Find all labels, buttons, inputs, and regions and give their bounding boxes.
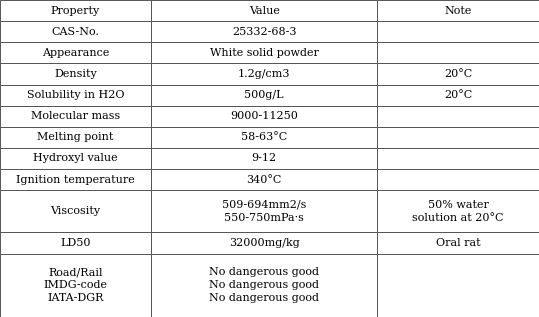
Text: CAS-No.: CAS-No. (52, 27, 99, 37)
Bar (151, 148, 377, 169)
Text: Melting point: Melting point (37, 133, 114, 142)
Bar (0, 148, 151, 169)
Bar (377, 21, 539, 42)
Bar (0, 85, 151, 106)
Text: Ignition temperature: Ignition temperature (16, 175, 135, 184)
Bar (151, 169, 377, 190)
Text: Molecular mass: Molecular mass (31, 111, 120, 121)
Bar (0, 190, 151, 232)
Text: No dangerous good
No dangerous good
No dangerous good: No dangerous good No dangerous good No d… (209, 267, 319, 303)
Text: 500g/L: 500g/L (244, 90, 284, 100)
Bar (0, 106, 151, 127)
Text: Property: Property (51, 6, 100, 16)
Text: 25332-68-3: 25332-68-3 (232, 27, 296, 37)
Text: Value: Value (248, 6, 280, 16)
Bar (377, 106, 539, 127)
Bar (151, 254, 377, 317)
Bar (377, 63, 539, 85)
Bar (0, 127, 151, 148)
Bar (377, 169, 539, 190)
Bar (0, 21, 151, 42)
Text: 20°C: 20°C (444, 90, 472, 100)
Bar (151, 127, 377, 148)
Bar (377, 85, 539, 106)
Text: Density: Density (54, 69, 97, 79)
Text: Viscosity: Viscosity (51, 206, 100, 216)
Bar (377, 42, 539, 63)
Bar (0, 42, 151, 63)
Bar (0, 254, 151, 317)
Bar (151, 85, 377, 106)
Text: 509-694mm2/s
550-750mPa·s: 509-694mm2/s 550-750mPa·s (222, 200, 306, 223)
Bar (151, 63, 377, 85)
Text: LD50: LD50 (60, 238, 91, 248)
Text: White solid powder: White solid powder (210, 48, 319, 58)
Text: 50% water
solution at 20°C: 50% water solution at 20°C (412, 200, 504, 223)
Bar (151, 106, 377, 127)
Bar (377, 232, 539, 254)
Bar (151, 190, 377, 232)
Bar (0, 169, 151, 190)
Bar (151, 21, 377, 42)
Bar (0, 0, 151, 21)
Bar (377, 127, 539, 148)
Text: Road/Rail
IMDG-code
IATA-DGR: Road/Rail IMDG-code IATA-DGR (44, 267, 107, 303)
Bar (0, 232, 151, 254)
Bar (151, 0, 377, 21)
Bar (0, 63, 151, 85)
Text: 58-63°C: 58-63°C (241, 133, 287, 142)
Text: 20°C: 20°C (444, 69, 472, 79)
Bar (151, 42, 377, 63)
Text: Hydroxyl value: Hydroxyl value (33, 153, 118, 164)
Text: 9-12: 9-12 (252, 153, 277, 164)
Text: Appearance: Appearance (42, 48, 109, 58)
Text: Oral rat: Oral rat (436, 238, 480, 248)
Text: 340°C: 340°C (246, 175, 282, 184)
Text: Note: Note (445, 6, 472, 16)
Bar (151, 232, 377, 254)
Text: 1.2g/cm3: 1.2g/cm3 (238, 69, 291, 79)
Text: 9000-11250: 9000-11250 (230, 111, 298, 121)
Bar (377, 190, 539, 232)
Text: 32000mg/kg: 32000mg/kg (229, 238, 300, 248)
Bar (377, 0, 539, 21)
Text: Solubility in H2O: Solubility in H2O (27, 90, 124, 100)
Bar (377, 148, 539, 169)
Bar (377, 254, 539, 317)
